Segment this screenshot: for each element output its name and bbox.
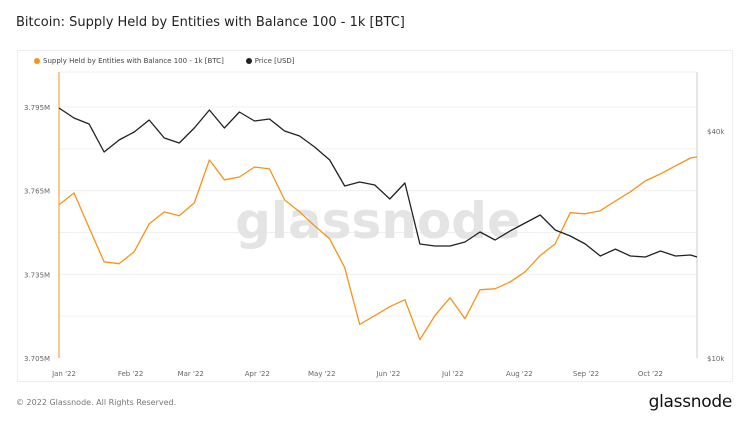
watermark: glassnode: [235, 192, 521, 250]
chart-title: Bitcoin: Supply Held by Entities with Ba…: [16, 15, 405, 30]
legend-item-price[interactable]: Price [USD]: [245, 57, 295, 65]
x-tick-label: Oct '22: [638, 370, 663, 378]
x-tick-label: Jan '22: [51, 370, 76, 378]
legend-swatch-supply: [34, 58, 40, 64]
x-tick-label: Sep '22: [573, 370, 599, 378]
y-right-tick-label: $40k: [707, 128, 725, 136]
legend-swatch-price: [245, 58, 252, 64]
y-left-tick-label: 3.765M: [24, 188, 50, 196]
x-tick-label: Jun '22: [375, 370, 400, 378]
chart-panel: [17, 50, 733, 382]
y-right-tick-label: $10k: [707, 355, 725, 363]
x-tick-label: May '22: [308, 370, 336, 378]
copyright: © 2022 Glassnode. All Rights Reserved.: [16, 398, 177, 407]
x-tick-label: Feb '22: [118, 370, 143, 378]
x-tick-label: Mar '22: [178, 370, 204, 378]
supply-line: [58, 156, 698, 341]
y-left-tick-label: 3.705M: [24, 355, 50, 363]
price-line: [58, 107, 698, 258]
glassnode-logo: glassnode: [648, 392, 733, 412]
x-tick-label: Apr '22: [245, 370, 270, 378]
legend: Supply Held by Entities with Balance 100…: [34, 57, 295, 65]
x-tick-label: Aug '22: [506, 370, 533, 378]
x-tick-label: Jul '22: [441, 370, 464, 378]
y-left-tick-label: 3.795M: [24, 104, 50, 112]
legend-label-supply: Supply Held by Entities with Balance 100…: [43, 57, 224, 65]
legend-item-supply[interactable]: Supply Held by Entities with Balance 100…: [34, 57, 224, 65]
legend-label-price: Price [USD]: [254, 57, 295, 65]
y-left-tick-label: 3.735M: [24, 271, 50, 279]
